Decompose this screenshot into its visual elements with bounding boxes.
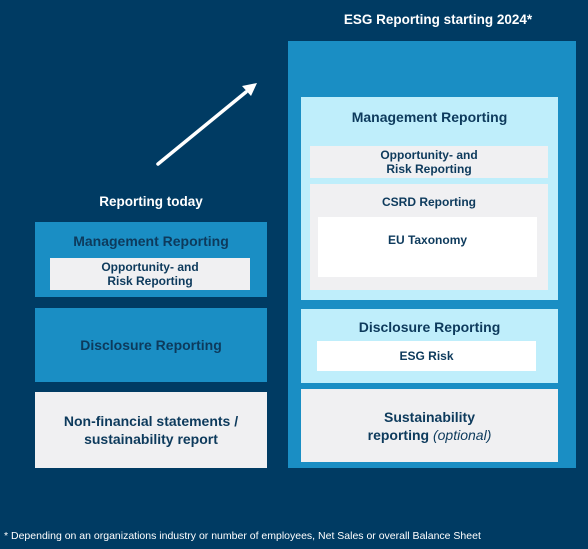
left-opportunity-risk-box: Opportunity- and Risk Reporting <box>50 258 250 290</box>
sustainability-line1: Sustainability <box>383 408 476 425</box>
eu-taxonomy-box: EU Taxonomy <box>318 217 537 277</box>
sustainability-line2-wrap: reporting (optional) <box>368 426 492 444</box>
footnote: * Depending on an organizations industry… <box>4 530 481 542</box>
esg-risk-box: ESG Risk <box>317 341 536 371</box>
left-management-reporting-block: Management Reporting Opportunity- and Ri… <box>35 222 267 297</box>
right-management-reporting-label: Management Reporting <box>351 109 508 125</box>
left-management-reporting-label: Management Reporting <box>73 233 229 249</box>
nonfinancial-line2: sustainability report <box>84 431 218 447</box>
right-disclosure-reporting-label: Disclosure Reporting <box>358 319 501 335</box>
csrd-reporting-box: CSRD Reporting EU Taxonomy <box>310 184 548 290</box>
sustainability-optional: (optional) <box>432 426 492 443</box>
right-opportunity-line1: Opportunity- and <box>380 148 478 162</box>
sustainability-reporting-box: Sustainability reporting (optional) <box>301 389 558 462</box>
nonfinancial-line1: Non-financial statements / <box>63 413 239 429</box>
nonfinancial-statements-box: Non-financial statements / sustainabilit… <box>35 392 267 468</box>
left-opportunity-line1: Opportunity- and <box>101 260 199 274</box>
eu-taxonomy-label: EU Taxonomy <box>387 233 468 247</box>
sustainability-line2: reporting <box>367 426 430 443</box>
right-disclosure-reporting-block: Disclosure Reporting ESG Risk <box>301 309 558 383</box>
right-opportunity-line2: Risk Reporting <box>386 162 472 176</box>
esg-reporting-title: ESG Reporting starting 2024* <box>343 11 533 27</box>
right-management-reporting-block: Management Reporting Opportunity- and Ri… <box>301 97 558 300</box>
reporting-today-title: Reporting today <box>99 193 203 209</box>
left-opportunity-line2: Risk Reporting <box>107 274 193 288</box>
left-disclosure-reporting-block: Disclosure Reporting <box>35 308 267 382</box>
arrow-up-right-icon <box>156 83 257 166</box>
left-disclosure-reporting-label: Disclosure Reporting <box>80 337 222 353</box>
csrd-reporting-label: CSRD Reporting <box>382 195 476 209</box>
right-opportunity-risk-box: Opportunity- and Risk Reporting <box>310 146 548 178</box>
esg-risk-label: ESG Risk <box>399 349 454 363</box>
